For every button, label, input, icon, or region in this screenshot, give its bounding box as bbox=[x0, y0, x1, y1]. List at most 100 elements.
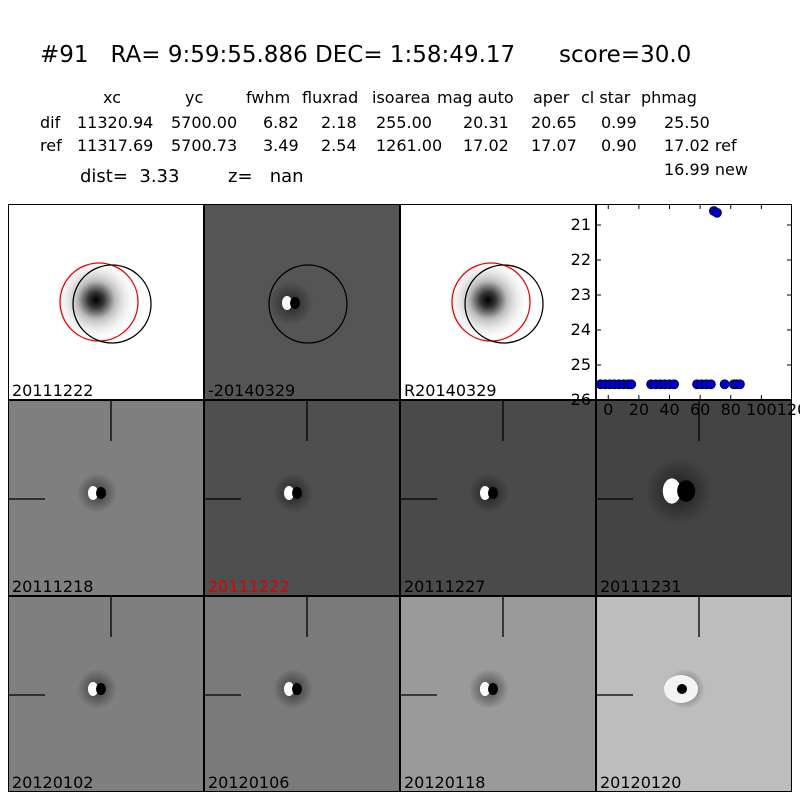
stamp-panel: 20111222 bbox=[204, 400, 400, 596]
stamp-panel: 20120118 bbox=[400, 596, 596, 792]
column-header: fwhm bbox=[246, 88, 291, 107]
column-header: cl star bbox=[581, 88, 631, 107]
residual-bright-lobe bbox=[480, 486, 490, 500]
table-cell: 11317.69 bbox=[77, 136, 154, 155]
data-point bbox=[712, 207, 722, 218]
x-tick-label: 20 bbox=[628, 400, 650, 419]
y-tick-label: 25 bbox=[570, 355, 591, 374]
stamp-image bbox=[205, 401, 313, 513]
detection-aperture-circle bbox=[72, 264, 152, 344]
column-header: aper bbox=[533, 88, 570, 107]
stamp-date-label: 20111231 bbox=[600, 577, 682, 596]
table-cell: 20.65 bbox=[531, 113, 577, 132]
residual-dark-lobe bbox=[292, 487, 302, 499]
table-cell: 20.31 bbox=[463, 113, 509, 132]
row-label: ref bbox=[40, 136, 62, 155]
stamp-panel: 20111231 bbox=[596, 400, 792, 596]
stamp-date-label: -20140329 bbox=[208, 381, 296, 400]
dist-label: dist= 3.33 bbox=[80, 166, 180, 187]
stamp-date-label: 20111222 bbox=[208, 577, 290, 596]
table-cell: 5700.00 bbox=[171, 113, 238, 132]
y-tick-label: 24 bbox=[570, 320, 591, 339]
residual-dark-lobe bbox=[96, 683, 106, 695]
stamp-image bbox=[597, 597, 705, 709]
table-cell: 17.02 bbox=[463, 136, 509, 155]
table-cell: 11320.94 bbox=[77, 113, 154, 132]
row-label: dif bbox=[40, 113, 61, 132]
column-header: fluxrad bbox=[302, 88, 359, 107]
x-tick-label: 80 bbox=[720, 400, 741, 419]
table-cell: 25.50 bbox=[664, 113, 710, 132]
y-tick-label: 26 bbox=[570, 390, 591, 409]
x-tick-label: 60 bbox=[689, 400, 711, 419]
stamp-panel: -20140329 bbox=[204, 204, 400, 400]
column-header: phmag bbox=[641, 88, 697, 107]
stamp-panel: 20111227 bbox=[400, 400, 596, 596]
stamp-image bbox=[205, 597, 313, 709]
residual-dark-lobe bbox=[96, 487, 106, 499]
stamp-image bbox=[446, 258, 544, 344]
light-curve-plot: 21 22 23 24 25 26 0 20 40 60 80 100120 bbox=[571, 204, 800, 418]
stamp-date-label: 20120118 bbox=[404, 773, 486, 792]
x-tick-label: 40 bbox=[659, 400, 680, 419]
table-cell: 17.02 ref bbox=[664, 136, 737, 155]
detection-aperture-circle bbox=[268, 264, 348, 344]
star-source bbox=[446, 258, 530, 342]
stamp-panel: 20120106 bbox=[204, 596, 400, 792]
table-cell: 3.49 bbox=[263, 136, 299, 155]
stamp-date-label: R20140329 bbox=[404, 381, 497, 400]
residual-bright-lobe bbox=[662, 478, 681, 504]
residual-dark-lobe bbox=[488, 487, 498, 499]
plot-frame bbox=[596, 204, 792, 400]
table-cell: 255.00 bbox=[376, 113, 432, 132]
detection-aperture-circle bbox=[464, 264, 544, 344]
candidate-title: #91 RA= 9:59:55.886 DEC= 1:58:49.17 scor… bbox=[40, 42, 692, 68]
z-label: z= nan bbox=[228, 166, 304, 187]
column-header: mag auto bbox=[437, 88, 514, 107]
column-header: xc bbox=[103, 88, 121, 107]
star-source bbox=[54, 258, 138, 342]
stamp-date-label: 20120102 bbox=[12, 773, 94, 792]
light-curve-svg bbox=[596, 204, 792, 400]
stamp-date-label: 20120120 bbox=[600, 773, 682, 792]
table-cell: 0.99 bbox=[601, 113, 637, 132]
x-tick-label: 0 bbox=[603, 400, 614, 419]
column-header: yc bbox=[185, 88, 204, 107]
stamp-date-label: 20111222 bbox=[12, 381, 94, 400]
stamp-image bbox=[54, 258, 152, 344]
data-point bbox=[735, 379, 745, 390]
x-tick-label: 100 bbox=[746, 400, 777, 419]
stamp-panel: R20140329 bbox=[400, 204, 596, 400]
y-tick-label: 23 bbox=[570, 285, 591, 304]
data-point bbox=[669, 379, 679, 390]
x-tick-label: 120 bbox=[776, 400, 800, 419]
residual-bright-lobe bbox=[480, 682, 490, 696]
table-cell: 6.82 bbox=[263, 113, 299, 132]
residual-dark-lobe bbox=[488, 683, 498, 695]
stamp-date-label: 20120106 bbox=[208, 773, 290, 792]
stamp-image bbox=[401, 401, 509, 513]
column-header: isoarea bbox=[372, 88, 431, 107]
residual-dark-lobe bbox=[292, 683, 302, 695]
data-point bbox=[705, 379, 716, 390]
stamp-image bbox=[401, 597, 509, 709]
table-cell: 5700.73 bbox=[171, 136, 238, 155]
residual-dark-lobe bbox=[677, 684, 687, 694]
residual-dark-lobe bbox=[290, 297, 300, 309]
table-cell: 2.54 bbox=[321, 136, 357, 155]
data-point bbox=[719, 379, 730, 390]
table-cell: 17.07 bbox=[531, 136, 577, 155]
residual-bright-lobe bbox=[282, 296, 292, 310]
stamp-image bbox=[268, 264, 348, 344]
stamp-panel: 20120102 bbox=[8, 596, 204, 792]
table-cell: 0.90 bbox=[601, 136, 637, 155]
stamp-image bbox=[597, 401, 713, 525]
table-cell: 2.18 bbox=[321, 113, 357, 132]
stamp-date-label: 20111227 bbox=[404, 577, 486, 596]
residual-bright-lobe bbox=[284, 682, 294, 696]
stamp-date-label: 20111218 bbox=[12, 577, 94, 596]
stamp-panel: 20120120 bbox=[596, 596, 792, 792]
residual-dark-lobe bbox=[677, 480, 696, 502]
data-point bbox=[626, 379, 637, 390]
table-cell: 1261.00 bbox=[376, 136, 443, 155]
